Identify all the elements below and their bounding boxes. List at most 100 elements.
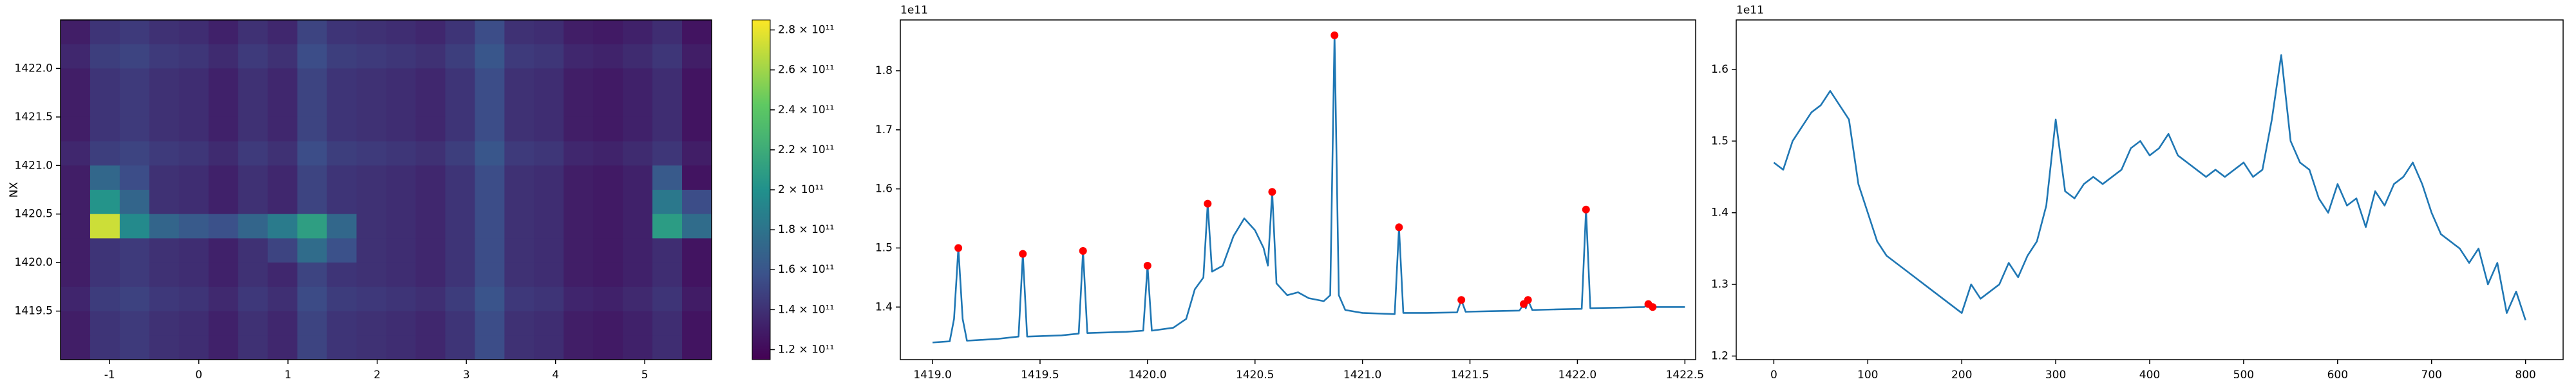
x-tick-label: 600 <box>2327 369 2348 381</box>
heatmap-cell <box>534 165 564 190</box>
heatmap-cell <box>445 214 475 239</box>
heatmap-cell <box>415 93 446 118</box>
heatmap-cell <box>564 44 594 69</box>
heatmap-cell <box>564 141 594 166</box>
heatmap-cell <box>534 93 564 118</box>
heatmap-cell <box>238 190 269 215</box>
y-tick-label: 1.2 <box>1711 349 1728 362</box>
heatmap-cell <box>623 311 653 336</box>
heatmap-cell <box>504 20 535 45</box>
heatmap-cell <box>61 190 91 215</box>
heatmap-cell <box>297 44 328 69</box>
heatmap-cell <box>119 214 150 239</box>
heatmap-cell <box>682 44 712 69</box>
colorbar-tick-label: 1.6 × 10¹¹ <box>778 263 834 276</box>
colorbar-tick-label: 1.4 × 10¹¹ <box>778 303 834 316</box>
heatmap-cell <box>178 165 209 190</box>
heatmap-cell <box>90 68 120 93</box>
heatmap-cell <box>504 68 535 93</box>
heatmap-cell <box>356 335 387 360</box>
heatmap-cell <box>475 44 505 69</box>
heatmap-cell <box>623 238 653 263</box>
heatmap-cell <box>238 311 269 336</box>
heatmap-cell <box>119 68 150 93</box>
x-tick-label: 1 <box>285 369 292 381</box>
heatmap-cell <box>208 286 239 312</box>
heatmap-cell <box>119 141 150 166</box>
heatmap-cell <box>119 286 150 312</box>
x-tick-label: 200 <box>1951 369 1972 381</box>
heatmap-cell <box>623 44 653 69</box>
heatmap-cell <box>356 44 387 69</box>
heatmap-cell <box>475 68 505 93</box>
heatmap-cell <box>386 190 417 215</box>
heatmap-cell <box>356 190 387 215</box>
heatmap-cell <box>534 238 564 263</box>
y-tick-label: 1.6 <box>1711 63 1728 76</box>
heatmap-cell <box>356 165 387 190</box>
heatmap-cell <box>267 190 298 215</box>
heatmap-cell <box>178 238 209 263</box>
heatmap-cell <box>475 93 505 118</box>
heatmap-cell <box>504 238 535 263</box>
heatmap-cell <box>504 286 535 312</box>
heatmap-cell <box>445 286 475 312</box>
heatmap-cell <box>682 93 712 118</box>
heatmap-cell <box>327 335 357 360</box>
heatmap-cell <box>593 286 623 312</box>
heatmap-cell <box>208 311 239 336</box>
heatmap-cell <box>238 165 269 190</box>
heatmap-cell <box>415 141 446 166</box>
heatmap-cell <box>623 20 653 45</box>
heatmap-cell <box>386 311 417 336</box>
heatmap-cell <box>682 116 712 142</box>
heatmap-cell <box>445 262 475 288</box>
heatmap-cell <box>593 141 623 166</box>
heatmap-cell <box>386 335 417 360</box>
heatmap-cell <box>504 214 535 239</box>
heatmap-cell <box>415 335 446 360</box>
heatmap-cell <box>119 165 150 190</box>
heatmap-cell <box>652 116 683 142</box>
heatmap-cell <box>267 68 298 93</box>
heatmap-cell <box>90 335 120 360</box>
heatmap-cell <box>238 262 269 288</box>
heatmap-cell <box>564 93 594 118</box>
heatmap-cell <box>475 286 505 312</box>
heatmap-cell <box>475 190 505 215</box>
heatmap-cell <box>267 93 298 118</box>
heatmap-cell <box>682 165 712 190</box>
heatmap-cell <box>178 68 209 93</box>
heatmap-cell <box>327 93 357 118</box>
x-tick-label: 1421.5 <box>1451 369 1489 381</box>
colorbar <box>752 19 771 360</box>
heatmap-cell <box>564 335 594 360</box>
heatmap-cell <box>386 44 417 69</box>
heatmap-cell <box>445 93 475 118</box>
heatmap-cell <box>119 93 150 118</box>
heatmap-cell <box>445 238 475 263</box>
heatmap-cell <box>682 20 712 45</box>
heatmap-cell <box>593 93 623 118</box>
heatmap-cell <box>297 214 328 239</box>
heatmap-cell <box>90 262 120 288</box>
heatmap-cell <box>415 238 446 263</box>
heatmap-cell <box>90 238 120 263</box>
x-tick-label: 700 <box>2421 369 2442 381</box>
heatmap-cell <box>386 141 417 166</box>
heatmap-cell <box>593 311 623 336</box>
heatmap-cell <box>208 262 239 288</box>
heatmap-cell <box>356 20 387 45</box>
data-point <box>1268 188 1276 196</box>
data-point <box>1649 303 1657 311</box>
heatmap-cell <box>327 286 357 312</box>
data-point <box>1331 31 1339 39</box>
heatmap-cell <box>593 44 623 69</box>
heatmap-cell <box>593 20 623 45</box>
heatmap-cell <box>208 165 239 190</box>
heatmap-cell <box>386 93 417 118</box>
axes-frame <box>1736 19 2564 360</box>
heatmap-cell <box>238 214 269 239</box>
heatmap-cell <box>682 262 712 288</box>
heatmap-cell <box>119 238 150 263</box>
